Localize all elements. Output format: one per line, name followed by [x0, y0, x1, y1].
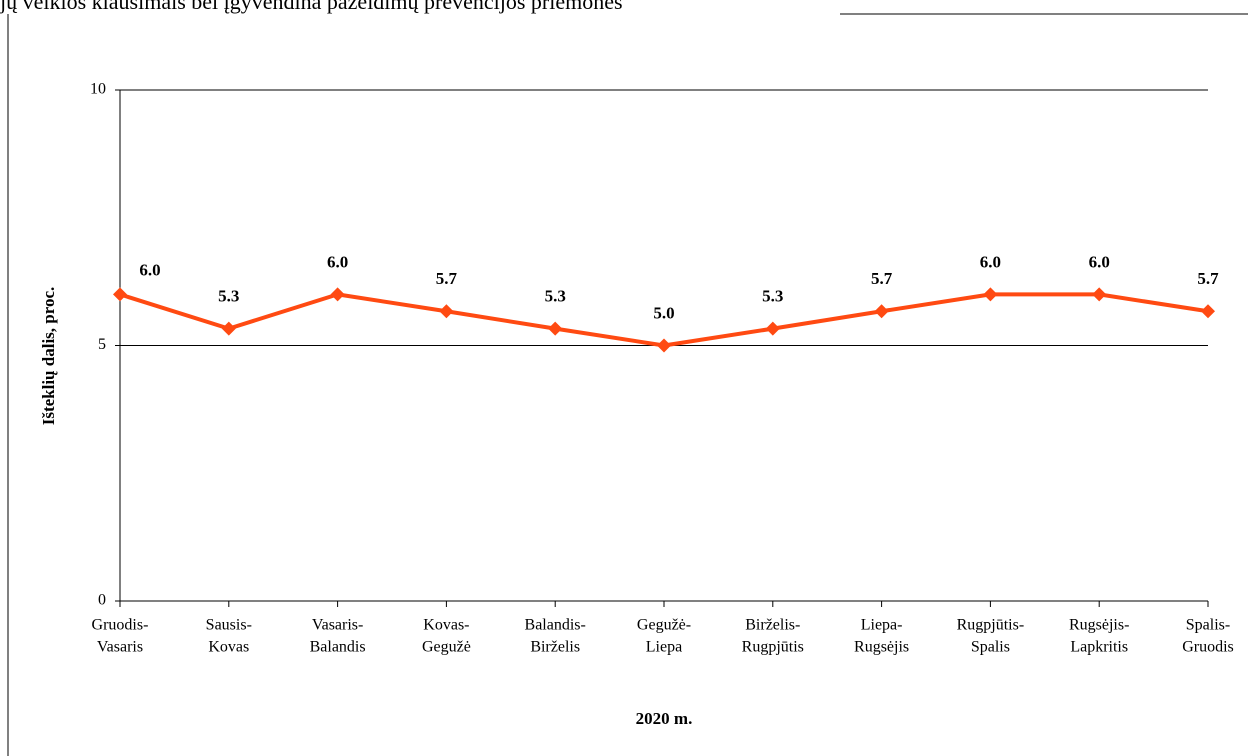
data-label: 5.3	[545, 287, 566, 306]
x-axis-title: 2020 m.	[636, 709, 693, 728]
x-tick-label: Sausis-	[206, 617, 252, 634]
x-tick-label: Rugpjūtis-	[957, 617, 1025, 634]
marker	[765, 321, 780, 336]
data-label: 6.0	[327, 252, 348, 271]
marker	[330, 287, 345, 302]
x-tick-label: Gegužė-	[637, 617, 691, 634]
marker	[113, 287, 127, 302]
x-tick-label: Liepa-	[861, 617, 903, 634]
marker	[439, 304, 454, 319]
x-tick-label: Balandis	[310, 639, 366, 656]
marker	[1092, 287, 1107, 302]
data-label: 5.7	[436, 269, 458, 288]
marker	[874, 304, 889, 319]
marker	[657, 338, 671, 353]
data-label: 5.3	[218, 287, 239, 306]
x-tick-label: Vasaris	[97, 639, 143, 656]
y-tick-label: 0	[98, 592, 106, 609]
marker	[983, 287, 998, 302]
data-label: 6.0	[139, 260, 160, 279]
y-tick-label: 5	[98, 336, 106, 353]
x-tick-label: Birželis	[530, 639, 580, 656]
marker	[1201, 304, 1215, 319]
x-tick-label: Spalis-	[1186, 617, 1230, 634]
x-tick-label: Birželis-	[745, 617, 800, 634]
x-tick-label: Rugsėjis	[854, 639, 909, 656]
data-label: 6.0	[1089, 252, 1110, 271]
marker	[548, 321, 563, 336]
data-label: 5.7	[871, 269, 893, 288]
x-tick-label: Lapkritis	[1070, 639, 1128, 656]
x-tick-label: Gegužė	[422, 639, 471, 656]
x-tick-label: Gruodis	[1182, 639, 1234, 656]
x-tick-label: Liepa	[646, 639, 682, 656]
x-tick-label: Balandis-	[525, 617, 586, 634]
y-axis-title: Išteklių dalis, proc.	[39, 287, 58, 426]
y-tick-label: 10	[90, 81, 106, 98]
x-tick-label: Gruodis-	[92, 617, 149, 634]
x-tick-label: Kovas-	[423, 617, 469, 634]
data-label: 6.0	[980, 252, 1001, 271]
x-tick-label: Vasaris-	[312, 617, 364, 634]
x-tick-label: Kovas	[208, 639, 249, 656]
marker	[221, 321, 236, 336]
data-label: 5.0	[653, 303, 674, 322]
data-label: 5.7	[1197, 269, 1219, 288]
x-tick-label: Spalis	[971, 639, 1010, 656]
chart-title: jų veiklos klausimais bei įgyvendina paž…	[0, 0, 623, 14]
data-label: 5.3	[762, 287, 783, 306]
x-tick-label: Rugpjūtis	[742, 639, 804, 656]
x-tick-label: Rugsėjis-	[1069, 617, 1129, 634]
